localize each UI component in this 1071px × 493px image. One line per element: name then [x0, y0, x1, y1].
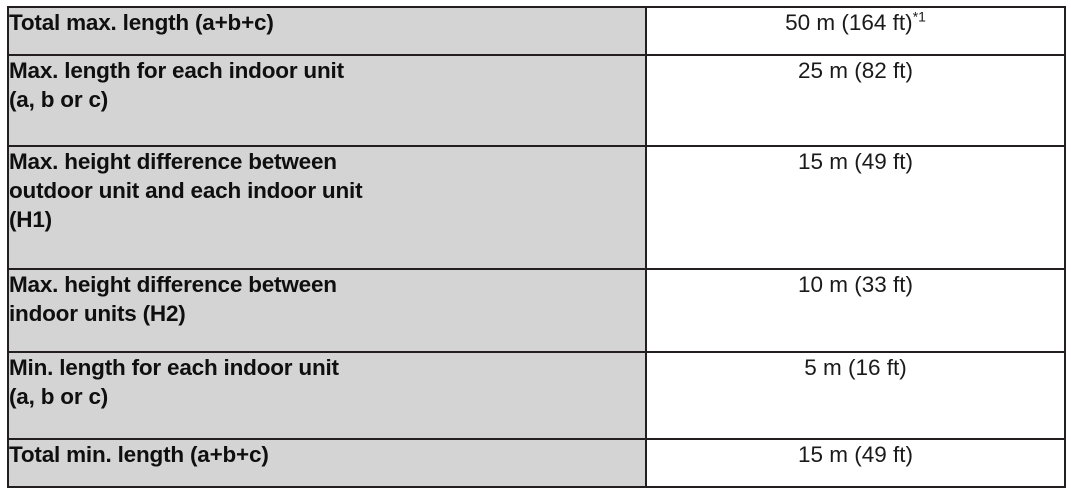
spec-value-cell: 15 m (49 ft)	[645, 145, 1066, 270]
spec-label-cell: Max. height difference between outdoor u…	[7, 145, 647, 270]
table-row: Total max. length (a+b+c) 50 m (164 ft)*…	[7, 6, 1066, 56]
spec-label-line: Min. length for each indoor unit	[9, 355, 339, 380]
spec-value-text: 10 m (33 ft)	[797, 272, 914, 297]
spec-label-line: outdoor unit and each indoor unit	[9, 178, 363, 203]
spec-label-cell: Max. height difference between indoor un…	[7, 268, 647, 353]
spec-label-cell: Min. length for each indoor unit (a, b o…	[7, 351, 647, 440]
spec-label-line: (H1)	[9, 207, 52, 232]
spec-label-cell: Total min. length (a+b+c)	[7, 438, 647, 488]
spec-label-line: (a, b or c)	[9, 384, 109, 409]
spec-value-cell: 25 m (82 ft)	[645, 54, 1066, 147]
spec-value-cell: 15 m (49 ft)	[645, 438, 1066, 488]
spec-label-cell: Max. length for each indoor unit (a, b o…	[7, 54, 647, 147]
spec-label-line: Max. height difference between	[9, 272, 337, 297]
spec-value-text: 15 m (49 ft)	[797, 149, 914, 174]
spec-label-line: Total min. length (a+b+c)	[9, 442, 269, 467]
spec-value-cell: 50 m (164 ft)*1	[645, 6, 1066, 56]
piping-limits-table: Total max. length (a+b+c) 50 m (164 ft)*…	[7, 6, 1066, 488]
spec-value-cell: 5 m (16 ft)	[645, 351, 1066, 440]
table-row: Max. height difference between outdoor u…	[7, 145, 1066, 270]
table-row: Max. length for each indoor unit (a, b o…	[7, 54, 1066, 147]
spec-label-cell: Total max. length (a+b+c)	[7, 6, 647, 56]
table-row: Min. length for each indoor unit (a, b o…	[7, 351, 1066, 440]
spec-value-text: 50 m (164 ft)	[785, 10, 913, 35]
spec-label-line: Total max. length (a+b+c)	[9, 10, 274, 35]
spec-value-cell: 10 m (33 ft)	[645, 268, 1066, 353]
spec-label-line: indoor units (H2)	[9, 301, 186, 326]
spec-label-line: (a, b or c)	[9, 87, 109, 112]
table-row: Total min. length (a+b+c) 15 m (49 ft)	[7, 438, 1066, 488]
footnote-marker: *1	[912, 8, 926, 25]
table-row: Max. height difference between indoor un…	[7, 268, 1066, 353]
spec-value-text: 15 m (49 ft)	[797, 442, 914, 467]
spec-value-text: 25 m (82 ft)	[797, 58, 914, 83]
table-body: Total max. length (a+b+c) 50 m (164 ft)*…	[7, 6, 1066, 488]
spec-label-line: Max. height difference between	[9, 149, 337, 174]
spec-label-line: Max. length for each indoor unit	[9, 58, 344, 83]
spec-value-text: 5 m (16 ft)	[804, 355, 907, 380]
